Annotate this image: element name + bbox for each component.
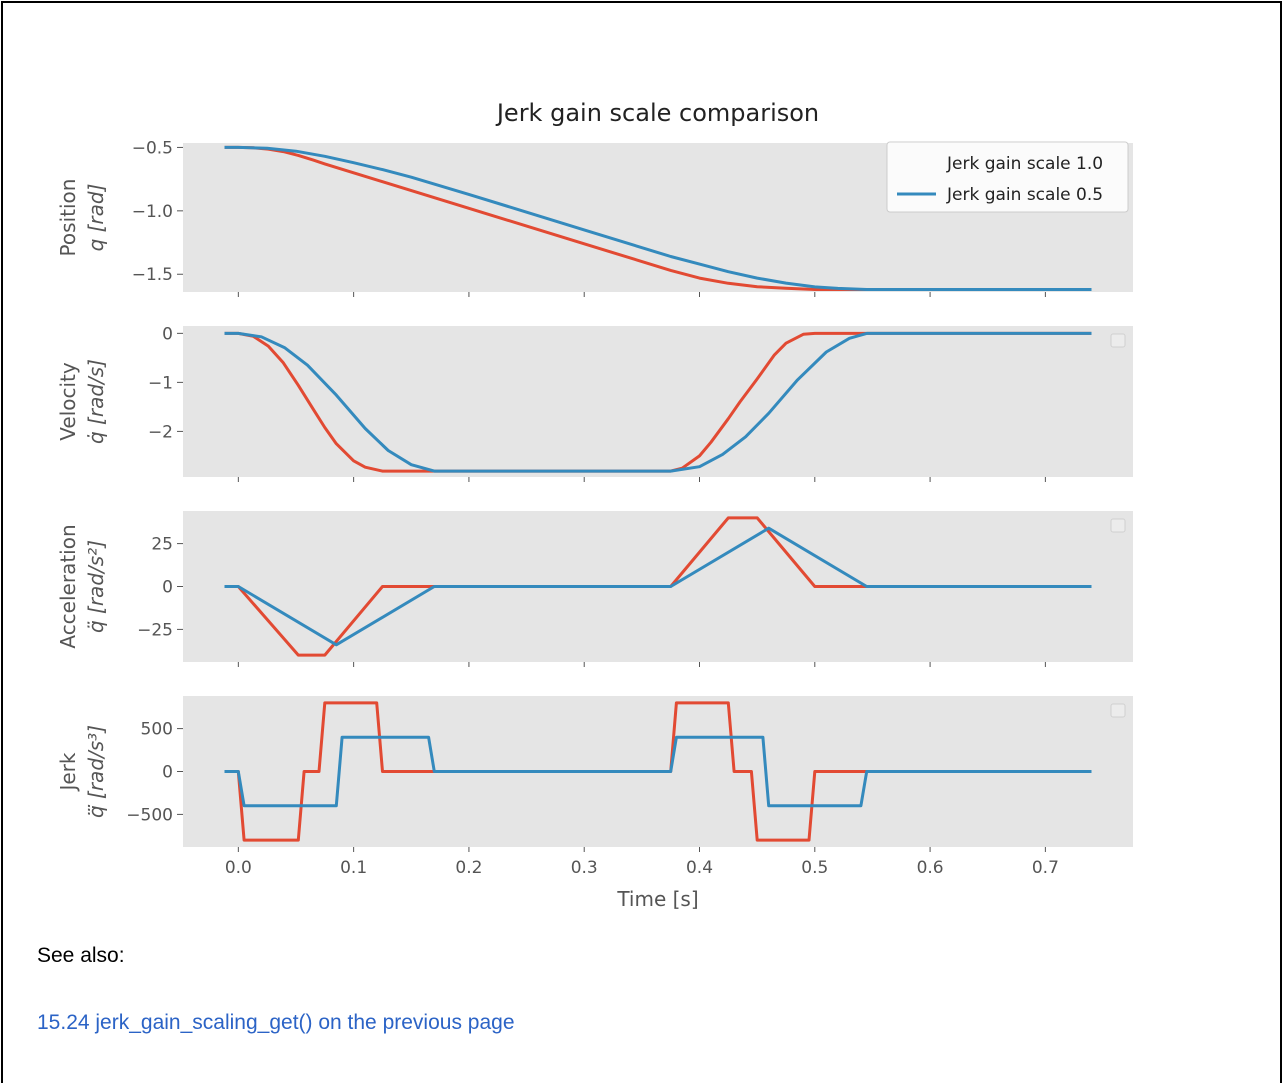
x-tick-label: 0.3	[571, 858, 598, 878]
y-axis-unit-acceleration: q̈ [rad/s²]	[84, 540, 108, 633]
x-tick-label: 0.2	[455, 858, 482, 878]
see-also-heading: See also:	[37, 944, 125, 967]
panel-velocity: 0 −1 −2 Velocity q̇ [rad/s]	[56, 324, 1133, 482]
y-tick-label: −1.5	[132, 265, 173, 285]
series-line-velocity-scale-05	[224, 331, 1092, 473]
chart-panels: −0.5 −1.0 −1.5 Position q [rad] 0 −1 −2 Velocity…	[56, 138, 1133, 878]
y-tick-label: 25	[151, 535, 173, 555]
y-axis-label-jerk: Jerk	[56, 752, 80, 792]
y-tick-label: 0	[162, 763, 173, 783]
x-tick-label: 0.6	[917, 858, 944, 878]
y-axis-unit-jerk: q⃛ [rad/s³]	[84, 725, 108, 818]
x-tick-label: 0.0	[225, 858, 252, 878]
y-tick-label: −1.0	[132, 202, 173, 222]
series-line-acceleration-scale-05	[224, 526, 1092, 647]
empty-legend-box	[1110, 518, 1126, 533]
panel-acceleration: 25 0 −25 Acceleration q̈ [rad/s²]	[56, 511, 1133, 667]
x-tick-label: 0.1	[340, 858, 367, 878]
empty-legend-box	[1110, 333, 1126, 348]
y-axis-unit-velocity: q̇ [rad/s]	[84, 359, 108, 444]
see-also-link[interactable]: 15.24 jerk_gain_scaling_get() on the pre…	[37, 1011, 515, 1034]
legend-box	[886, 141, 1129, 213]
legend-label-scale-05: Jerk gain scale 0.5	[946, 185, 1103, 205]
y-tick-label: −25	[137, 620, 173, 640]
legend-label-scale-1: Jerk gain scale 1.0	[946, 154, 1103, 174]
panel-background-velocity	[183, 326, 1133, 477]
x-tick-label: 0.5	[801, 858, 828, 878]
x-tick-label: 0.7	[1032, 858, 1059, 878]
y-tick-label: −2	[148, 422, 173, 442]
y-tick-label: 500	[141, 720, 173, 740]
y-tick-label: 0	[162, 324, 173, 344]
y-axis-unit-position: q [rad]	[84, 184, 108, 252]
x-axis-label: Time [s]	[616, 887, 698, 911]
legend: Jerk gain scale 1.0 Jerk gain scale 0.5	[886, 141, 1129, 213]
y-tick-label: 0	[162, 578, 173, 598]
panel-jerk: 500 0 −500 0.0 0.1 0.2 0.3 0.4 0.5 0.6 0.7 Jerk q⃛ […	[56, 696, 1133, 878]
y-axis-label-velocity: Velocity	[56, 362, 80, 441]
y-tick-label: −0.5	[132, 138, 173, 158]
chart-figure: Jerk gain scale comparison −0.5 −1.0 −1.5 P…	[56, 99, 1133, 911]
y-tick-label: −500	[126, 805, 173, 825]
empty-legend-box	[1110, 703, 1126, 718]
series-line-position-scale-05	[224, 145, 1092, 291]
y-axis-label-position: Position	[56, 179, 80, 257]
y-axis-label-acceleration: Acceleration	[56, 524, 80, 648]
y-tick-label: −1	[148, 373, 173, 393]
x-tick-label: 0.4	[686, 858, 713, 878]
chart-title: Jerk gain scale comparison	[495, 99, 819, 127]
series-line-jerk-scale-05	[224, 735, 1092, 808]
